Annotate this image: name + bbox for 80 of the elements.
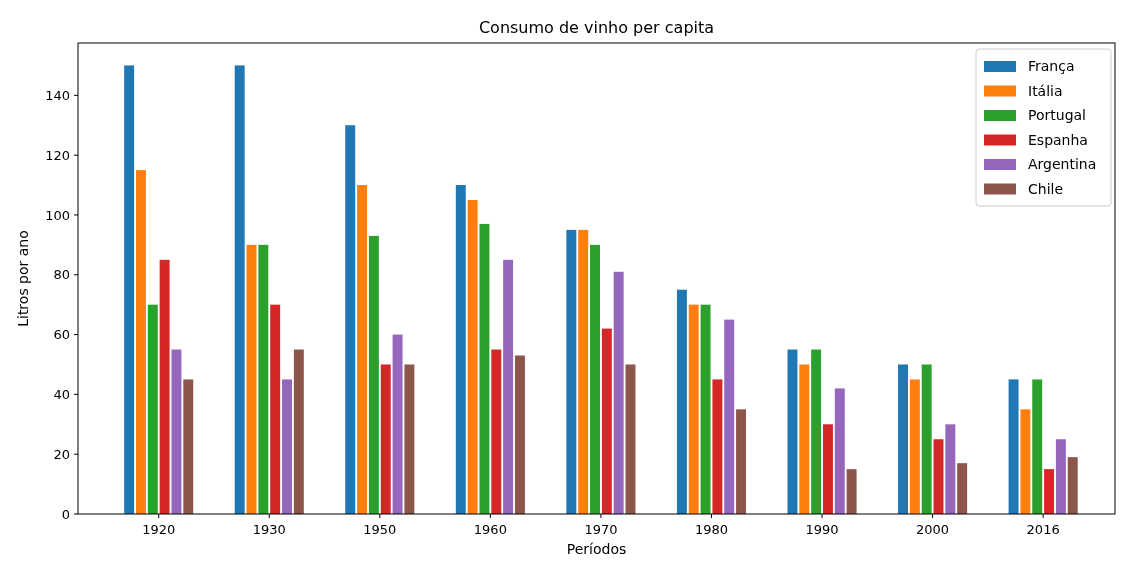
bar [724, 319, 735, 514]
bar [909, 379, 920, 514]
bar [345, 125, 356, 514]
bar [1055, 439, 1066, 514]
bar [1008, 379, 1019, 514]
y-tick-label: 80 [53, 267, 70, 283]
legend-label: Chile [1028, 180, 1064, 197]
bar [380, 364, 391, 514]
bar [514, 355, 525, 514]
bar [293, 349, 304, 514]
bar [688, 304, 699, 514]
y-tick-label: 120 [45, 147, 70, 163]
legend-label: Itália [1028, 82, 1063, 99]
y-tick-label: 140 [45, 87, 70, 103]
bar [503, 259, 514, 514]
y-axis-title: Litros por ano [15, 230, 31, 327]
bar [566, 229, 577, 514]
bar [467, 200, 478, 514]
bar [613, 271, 624, 514]
bar [1067, 457, 1078, 514]
bar [171, 349, 182, 514]
bar [921, 364, 932, 514]
legend-label: França [1028, 58, 1075, 74]
bar [234, 65, 245, 514]
bar [1020, 409, 1031, 514]
bar [601, 328, 612, 514]
bar [957, 463, 968, 514]
bar [811, 349, 822, 514]
x-axis-title: Períodos [566, 541, 627, 557]
bar [700, 304, 711, 514]
bar [898, 364, 908, 514]
bar [147, 304, 158, 514]
bar [590, 244, 600, 514]
legend-label: Espanha [1028, 131, 1088, 148]
x-tick-label: 1970 [584, 522, 618, 537]
x-tick-label: 1990 [805, 522, 839, 537]
bar [246, 244, 257, 514]
legend-label: Portugal [1028, 107, 1086, 123]
bar [135, 170, 146, 514]
y-tick-label: 60 [53, 327, 70, 343]
bar [404, 364, 415, 514]
bar [1032, 379, 1043, 514]
legend-label: Argentina [1028, 156, 1097, 172]
bar [124, 65, 135, 514]
bar [846, 469, 857, 514]
bar [625, 364, 636, 514]
bar [676, 289, 687, 514]
bar [736, 409, 747, 514]
bar [799, 364, 810, 514]
x-tick-label: 2016 [1026, 522, 1060, 537]
bar [822, 424, 833, 514]
bar [368, 235, 379, 514]
bar [357, 185, 368, 514]
bar [270, 304, 281, 514]
bar [578, 229, 589, 514]
bar [945, 424, 956, 514]
bar [183, 379, 194, 514]
y-tick-label: 0 [61, 506, 70, 522]
bar [159, 259, 170, 514]
y-tick-label: 20 [53, 446, 70, 462]
bar [282, 379, 292, 514]
x-tick-label: 1980 [694, 522, 729, 537]
bar [258, 244, 269, 514]
bar [455, 185, 466, 514]
bar [392, 334, 403, 514]
bar [479, 223, 490, 514]
bar [491, 349, 502, 514]
chart-title: Consumo de vinho per capita [478, 18, 715, 37]
bar [712, 379, 723, 514]
x-tick-label: 2000 [916, 522, 950, 537]
x-tick-label: 1950 [363, 522, 397, 537]
x-tick-label: 1930 [252, 522, 286, 537]
bar [1044, 469, 1055, 514]
y-tick-label: 40 [53, 386, 70, 402]
y-tick-label: 100 [45, 207, 70, 223]
x-tick-label: 1960 [473, 522, 507, 537]
bar [834, 388, 845, 514]
bar [933, 439, 944, 514]
x-tick-label: 1920 [142, 522, 176, 537]
bar [787, 349, 798, 514]
